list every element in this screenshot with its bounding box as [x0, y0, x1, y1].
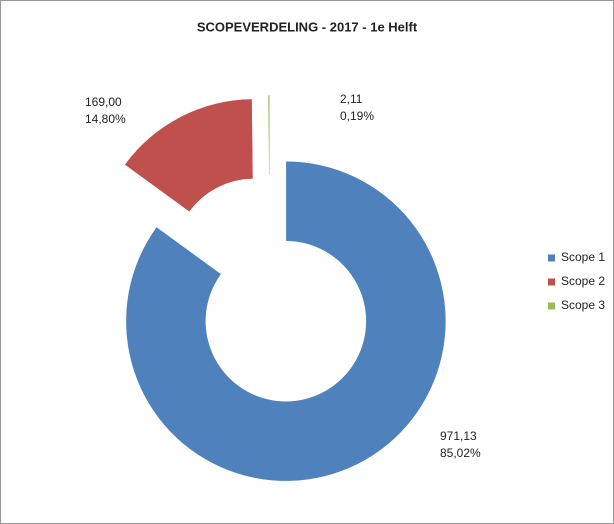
legend-swatch [548, 278, 555, 286]
slice [267, 94, 271, 176]
legend-label: Scope 3 [561, 298, 605, 312]
legend-swatch [548, 254, 555, 262]
data-label: 971,13 [440, 429, 477, 443]
percent-label: 14,80% [85, 112, 126, 126]
percent-label: 85,02% [440, 446, 481, 460]
data-label: 169,00 [85, 95, 122, 109]
percent-label: 0,19% [340, 109, 374, 123]
slice [125, 160, 447, 482]
data-label: 2,11 [340, 92, 363, 106]
chart-title: SCOPEVERDELING - 2017 - 1e Helft [197, 19, 418, 34]
legend-label: Scope 2 [561, 274, 605, 288]
legend-swatch [548, 302, 555, 310]
legend-label: Scope 1 [561, 250, 605, 264]
slice [124, 98, 254, 213]
